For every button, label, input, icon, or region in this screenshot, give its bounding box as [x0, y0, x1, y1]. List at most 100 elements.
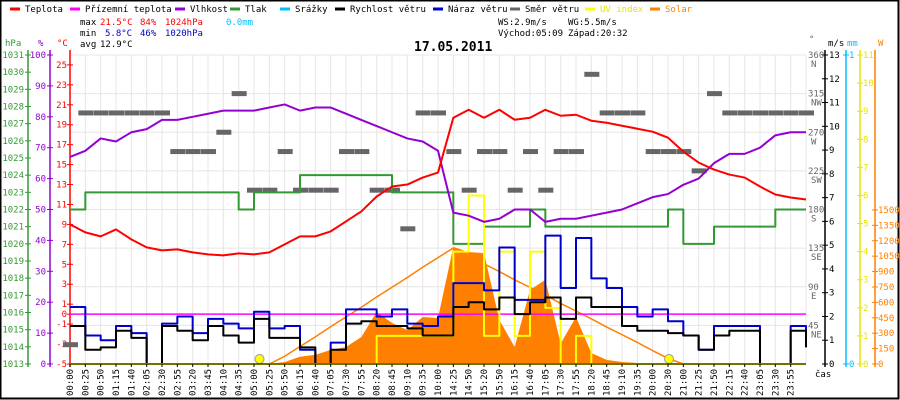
x-tick-label: 17:30	[557, 369, 567, 396]
hpa-tick-label: 1017	[2, 291, 24, 301]
legend-label: Solar	[665, 5, 693, 15]
hpa-tick-label: 1020	[2, 240, 24, 250]
x-tick-label: 04:10	[219, 369, 229, 396]
sunset-marker	[664, 354, 675, 364]
w-tick-label: 450	[878, 314, 894, 324]
wind-direction-mark	[584, 71, 600, 77]
dir-tick-label: 45	[808, 321, 819, 331]
dir-tick-label: 135	[808, 244, 824, 254]
ms-tick-label: 11	[829, 99, 840, 109]
wind-direction-mark	[615, 110, 630, 116]
uv-tick-label: 3	[863, 276, 868, 286]
hpa-tick-label: 1030	[2, 68, 24, 78]
stats-max-rain: 0.0mm	[226, 18, 253, 28]
x-tick-label: 18:45	[603, 369, 613, 396]
wind-direction-mark	[415, 110, 431, 116]
ms-tick-label: 2	[829, 312, 834, 322]
dir-compass-label: W	[811, 137, 817, 147]
stats-min-temp: 5.8°C	[105, 29, 132, 39]
wind-direction-mark	[216, 129, 232, 135]
wind-direction-mark	[446, 149, 462, 155]
solar-area	[70, 246, 806, 364]
wind-direction-mark	[431, 110, 446, 116]
w-tick-label: 900	[878, 268, 894, 278]
hpa-tick-label: 1014	[2, 343, 24, 353]
hpa-tick-label: 1019	[2, 257, 24, 267]
stats-ws: WS:2.9m/s	[498, 18, 547, 28]
pct-tick-label: 20	[35, 298, 46, 308]
x-tick-label: 21:00	[679, 369, 689, 396]
x-tick-label: 02:05	[143, 369, 153, 396]
wind-direction-mark	[492, 149, 508, 155]
w-tick-label: 150	[878, 345, 894, 355]
wind-direction-mark	[323, 187, 339, 193]
w-tick-label: 750	[878, 283, 894, 293]
wind-direction-mark	[707, 91, 722, 97]
x-axis-label: čas	[815, 369, 831, 380]
x-tick-label: 04:35	[235, 369, 245, 396]
ms-tick-label: 12	[829, 75, 840, 85]
mm-axis-unit: mm	[847, 39, 858, 49]
ws-line	[70, 296, 807, 365]
stats-max-press: 1024hPa	[165, 18, 203, 28]
pct-tick-label: 90	[35, 82, 46, 92]
x-tick-label: 06:15	[296, 369, 306, 396]
x-tick-label: 21:50	[710, 369, 720, 396]
temp-tick-label: -5	[56, 360, 67, 370]
uv-tick-label: 4	[863, 248, 868, 258]
uv-tick-label: 7	[863, 163, 868, 173]
ms-tick-label: 7	[829, 194, 834, 204]
temp-tick-label: 1	[62, 300, 67, 310]
wind-direction-mark	[599, 110, 615, 116]
x-tick-label: 08:20	[373, 369, 383, 396]
wind-direction-mark	[400, 226, 416, 232]
x-tick-label: 20:30	[664, 369, 674, 396]
uv-tick-label: 6	[863, 191, 868, 201]
temp-tick-label: -3	[56, 340, 67, 350]
hpa-tick-label: 1027	[2, 120, 24, 130]
x-tick-label: 00:25	[81, 369, 91, 396]
mm-tick-label: 1	[849, 51, 854, 61]
x-tick-label: 05:50	[281, 369, 291, 396]
wind-direction-mark	[737, 110, 753, 116]
x-tick-label: 02:30	[158, 369, 168, 396]
ms-tick-label: 3	[829, 289, 834, 299]
x-tick-label: 03:45	[204, 369, 214, 396]
uv-tick-label: 11	[863, 51, 874, 61]
temp-tick-label: 19	[56, 121, 67, 131]
uv-tick-label: 10	[863, 79, 874, 89]
stats-sunrise: Východ:05:09	[498, 29, 563, 39]
temp-tick-label: 3	[62, 280, 67, 290]
wind-direction-mark	[661, 149, 676, 155]
wind-direction-mark	[569, 149, 584, 155]
dir-tick-label: 225	[808, 167, 824, 177]
stats-wg: WG:5.5m/s	[568, 18, 617, 28]
ms-tick-label: 13	[829, 51, 840, 61]
temp-tick-label: 11	[56, 200, 67, 210]
wind-direction-mark	[139, 110, 155, 116]
x-tick-label: 01:15	[112, 369, 122, 396]
hpa-tick-label: 1013	[2, 360, 24, 370]
wind-direction-mark	[783, 110, 799, 116]
x-tick-label: 08:45	[388, 369, 398, 396]
wind-direction-mark	[354, 149, 370, 155]
dir-tick-label: 180	[808, 206, 824, 216]
uv-tick-label: 5	[863, 220, 868, 230]
hpa-tick-label: 1018	[2, 274, 24, 284]
legend-label: Tlak	[245, 5, 267, 15]
wind-direction-mark	[247, 187, 262, 193]
temp-tick-label: 25	[56, 61, 67, 71]
x-tick-label: 20:00	[649, 369, 659, 396]
wind-direction-mark	[369, 187, 385, 193]
temp-tick-label: 13	[56, 181, 67, 191]
x-tick-label: 17:55	[572, 369, 582, 396]
w-tick-label: 1350	[878, 221, 900, 231]
legend-label: Náraz větru	[448, 5, 508, 15]
temp-tick-label: 9	[62, 220, 67, 230]
wind-direction-mark	[523, 149, 538, 155]
dir-compass-label: N	[811, 60, 816, 70]
x-tick-label: 18:20	[587, 369, 597, 396]
dir-tick-label: 270	[808, 128, 824, 138]
temp-axis-unit: °C	[57, 39, 68, 49]
